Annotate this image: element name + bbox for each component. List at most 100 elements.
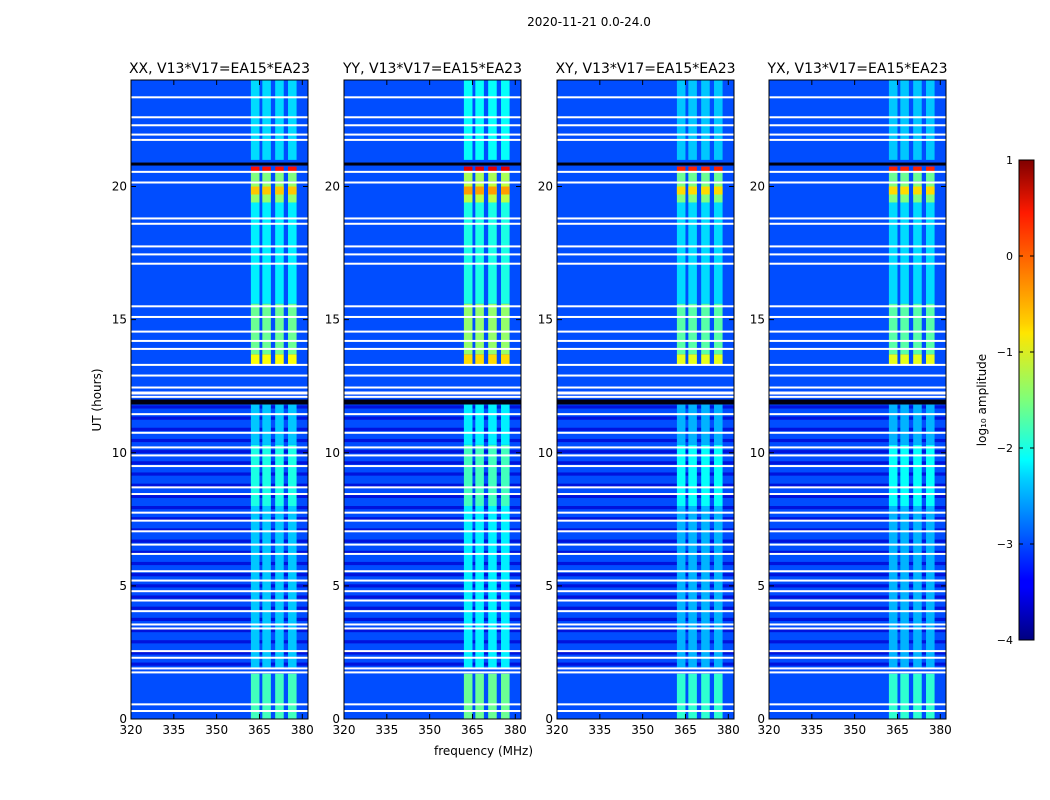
- colorbar-tick-label: −2: [997, 442, 1013, 455]
- flagged-row: [131, 656, 308, 659]
- flagged-row: [344, 262, 521, 265]
- rfi-segment: [900, 506, 909, 669]
- flagged-row: [344, 222, 521, 225]
- flagged-row: [131, 446, 308, 449]
- flagged-row: [769, 330, 946, 333]
- rfi-segment: [475, 171, 484, 182]
- rfi-segment: [913, 673, 922, 719]
- rfi-segment: [501, 171, 510, 182]
- noise-row: [769, 640, 946, 644]
- noise-row: [131, 617, 308, 622]
- noise-row: [769, 517, 946, 521]
- noise-row: [344, 405, 521, 409]
- y-tick-label: 0: [332, 712, 340, 726]
- flagged-row: [344, 671, 521, 674]
- rfi-segment: [275, 402, 284, 445]
- noise-row: [344, 427, 521, 431]
- rfi-segment: [900, 444, 909, 506]
- y-tick-label: 5: [332, 579, 340, 593]
- rfi-segment: [688, 171, 697, 182]
- flagged-row: [344, 138, 521, 141]
- noise-row: [344, 595, 521, 599]
- noise-row: [769, 651, 946, 655]
- noise-row: [769, 595, 946, 599]
- flagged-row: [557, 590, 734, 593]
- noise-row: [131, 561, 308, 566]
- flagged-row: [769, 431, 946, 434]
- x-tick-label: 380: [291, 723, 314, 737]
- flagged-row: [344, 116, 521, 119]
- flagged-row: [344, 395, 521, 398]
- flagged-row: [131, 627, 308, 630]
- noise-row: [344, 416, 521, 420]
- noise-row: [344, 494, 521, 499]
- rfi-segment: [688, 444, 697, 506]
- flagged-row: [344, 431, 521, 434]
- rfi-segment: [463, 80, 473, 160]
- flagged-row: [344, 599, 521, 602]
- rfi-segment: [900, 354, 909, 365]
- flagged-row: [557, 162, 734, 166]
- flagged-row: [557, 530, 734, 533]
- rfi-segment: [250, 186, 260, 195]
- noise-row: [344, 539, 521, 543]
- flagged-row: [769, 454, 946, 457]
- flagged-row: [344, 374, 521, 377]
- flagged-row: [769, 465, 946, 468]
- rfi-segment: [250, 673, 260, 719]
- x-tick-label: 380: [717, 723, 740, 737]
- noise-row: [769, 550, 946, 554]
- flagged-row: [344, 315, 521, 318]
- noise-row: [557, 483, 734, 487]
- noise-row: [769, 483, 946, 487]
- noise-row: [557, 629, 734, 633]
- rfi-segment: [926, 673, 935, 719]
- noise-row: [557, 427, 734, 431]
- flagged-row: [769, 391, 946, 395]
- rfi-segment: [475, 80, 484, 160]
- noise-row: [769, 427, 946, 431]
- noise-row: [131, 550, 308, 554]
- rfi-segment: [888, 303, 898, 355]
- flagged-row: [344, 543, 521, 546]
- flagged-row: [557, 386, 734, 389]
- flagged-row: [557, 579, 734, 582]
- noise-row: [769, 416, 946, 420]
- noise-row: [344, 517, 521, 521]
- rfi-segment: [501, 444, 510, 506]
- flagged-row: [557, 245, 734, 248]
- rfi-segment: [926, 303, 935, 355]
- flagged-row: [131, 391, 308, 395]
- flagged-row: [131, 181, 308, 184]
- flagged-row: [131, 454, 308, 457]
- x-tick-label: 335: [588, 723, 611, 737]
- flagged-row: [557, 217, 734, 220]
- flagged-row: [769, 446, 946, 449]
- flagged-row: [131, 124, 308, 127]
- rfi-segment: [488, 171, 497, 182]
- flagged-row: [131, 162, 308, 166]
- rfi-segment: [250, 202, 260, 304]
- y-tick-label: 0: [119, 712, 127, 726]
- flagged-row: [557, 710, 734, 713]
- rfi-segment: [501, 202, 510, 304]
- x-axis-label: frequency (MHz): [434, 744, 533, 758]
- rfi-segment: [262, 186, 271, 195]
- flagged-row: [557, 181, 734, 184]
- rfi-segment: [888, 506, 898, 669]
- flagged-row: [344, 570, 521, 573]
- rfi-segment: [501, 673, 510, 719]
- noise-row: [769, 528, 946, 532]
- flagged-row: [769, 710, 946, 713]
- flagged-row: [131, 710, 308, 713]
- flagged-row: [557, 262, 734, 265]
- rfi-segment: [913, 444, 922, 506]
- x-tick-label: 350: [205, 723, 228, 737]
- panel-title: YX, V13*V17=EA15*EA23: [766, 61, 947, 77]
- flagged-row: [557, 133, 734, 136]
- noise-row: [769, 584, 946, 588]
- noise-row: [344, 472, 521, 476]
- x-tick-label: 365: [248, 723, 271, 737]
- x-tick-label: 320: [333, 723, 356, 737]
- rfi-segment: [676, 506, 686, 669]
